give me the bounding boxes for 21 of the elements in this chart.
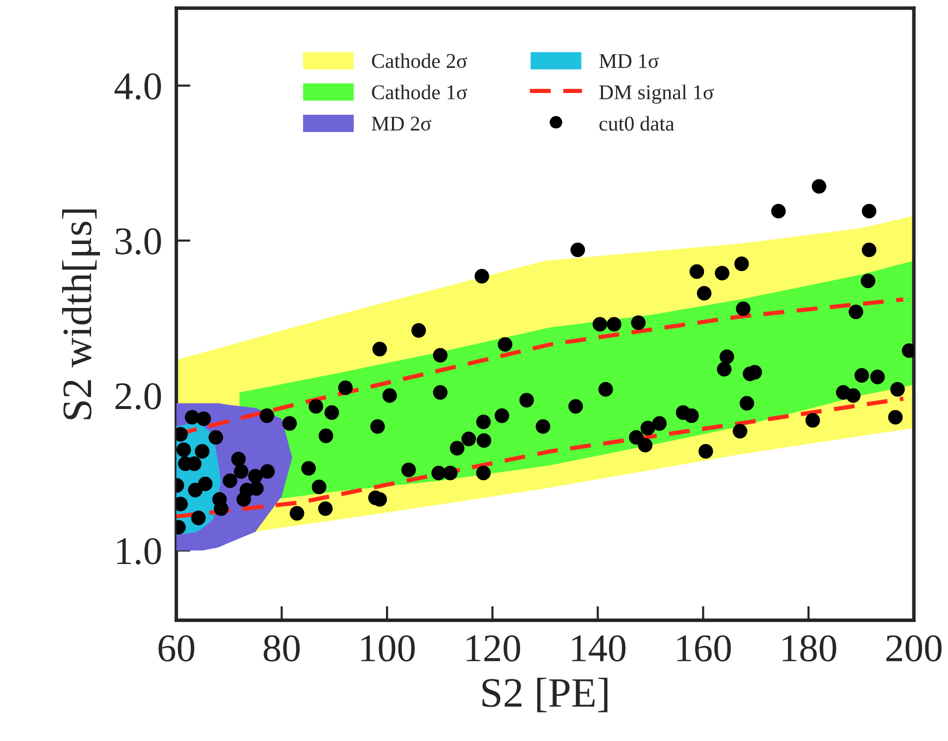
line-series — [176, 396, 906, 518]
x-tick-label: 80 — [264, 635, 300, 662]
y-tick-label: 3.0 — [116, 228, 161, 255]
x-tick-label: 120 — [466, 635, 520, 662]
y-axis-title: S2 width[μs] — [62, 209, 100, 420]
x-tick-label: 180 — [782, 635, 836, 662]
legend-label: cut0 data — [599, 116, 674, 131]
x-tick-label: 60 — [158, 635, 194, 662]
legend-label: MD 2σ — [372, 116, 432, 131]
legend-label: Cathode 2σ — [372, 53, 468, 68]
y-tick-label: 1.0 — [117, 538, 161, 565]
x-tick-label: 100 — [361, 635, 415, 662]
x-axis-title: S2 [PE] — [482, 678, 608, 712]
x-tick-label: 160 — [677, 635, 731, 662]
legend-label: DM signal 1σ — [599, 84, 714, 104]
x-tick-label: 140 — [572, 635, 626, 662]
y-tick-label: 4.0 — [114, 73, 161, 100]
x-tick-label: 200 — [886, 635, 942, 662]
y-tick-label: 2.0 — [116, 383, 161, 410]
legend-label: MD 1σ — [599, 54, 659, 68]
legend-label: Cathode 1σ — [372, 84, 468, 100]
